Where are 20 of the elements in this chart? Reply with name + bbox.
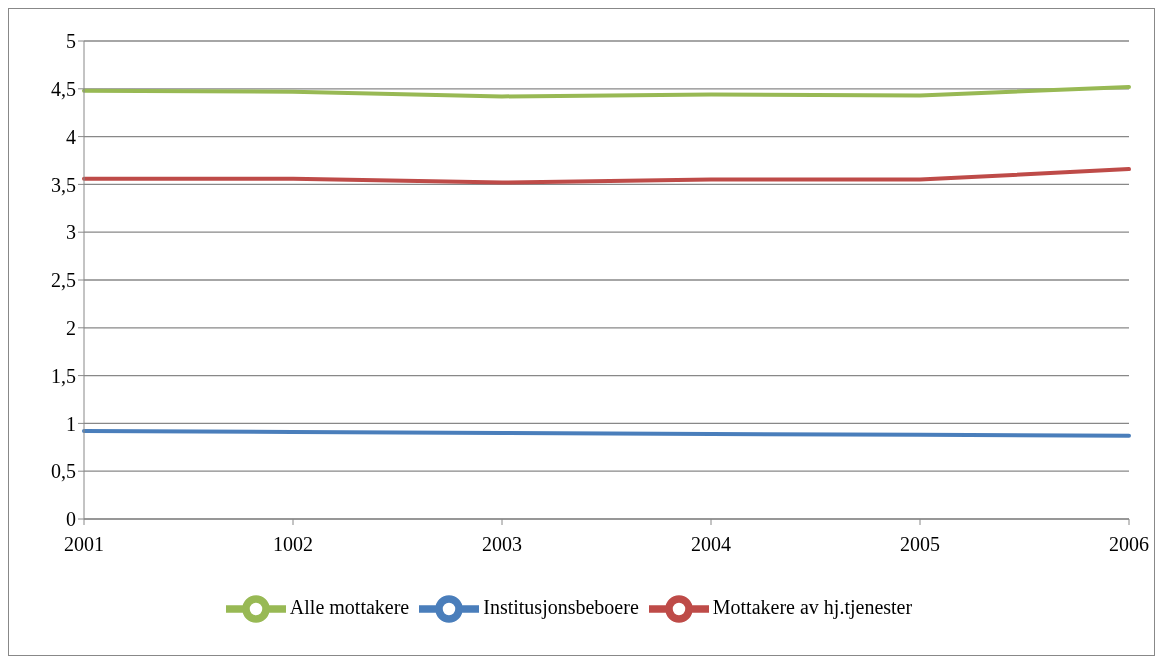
y-tick-label: 4,5 [51,77,76,100]
x-tick-label: 1002 [273,533,313,556]
legend-label: Mottakere av hj.tjenester [712,595,913,618]
y-tick-label: 0,5 [51,460,76,483]
y-tick-label: 3,5 [51,173,76,196]
x-tick-label: 2003 [482,533,522,556]
y-tick-label: 3 [66,221,76,244]
y-tick-label: 2 [66,316,76,339]
y-tick-label: 0 [66,508,76,531]
legend-label: Institusjonsbeboere [483,595,639,618]
y-tick-label: 1,5 [51,364,76,387]
x-tick-label: 2004 [691,533,731,556]
y-tick-label: 2,5 [51,269,76,292]
x-tick-label: 2006 [1109,533,1149,556]
x-tick-label: 2005 [900,533,940,556]
x-tick-label: 2001 [64,533,104,556]
y-tick-label: 1 [66,412,76,435]
legend-label: Alle mottakere [289,595,410,618]
y-tick-label: 4 [66,125,76,148]
y-tick-label: 5 [66,30,76,53]
